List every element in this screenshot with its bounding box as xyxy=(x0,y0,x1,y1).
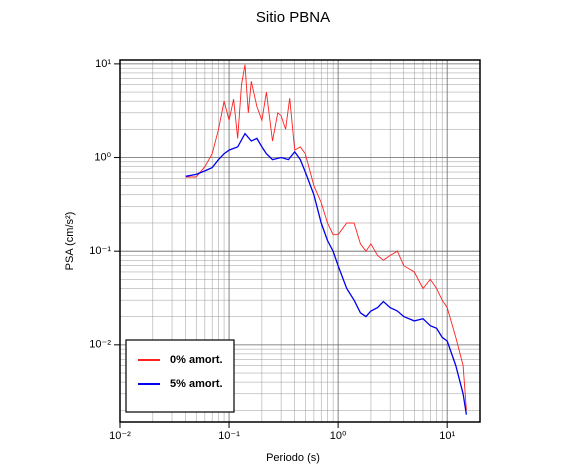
legend-label: 0% amort. xyxy=(170,354,223,366)
x-tick-label: 10⁰ xyxy=(330,430,347,442)
x-tick-label: 10⁻² xyxy=(109,430,131,442)
x-axis-label: Periodo (s) xyxy=(266,452,320,464)
series-line xyxy=(185,132,468,415)
chart-title: Sitio PBNA xyxy=(256,9,330,26)
plot-frame xyxy=(119,59,481,423)
x-tick-label: 10¹ xyxy=(439,430,455,442)
y-axis-label: PSA (cm/s²) xyxy=(64,212,76,271)
y-tick-label: 10⁻¹ xyxy=(89,245,111,257)
y-tick-label: 10¹ xyxy=(95,58,111,70)
y-tick-label: 10⁻² xyxy=(89,339,111,351)
x-tick-label: 10⁻¹ xyxy=(218,430,240,442)
series-line xyxy=(185,64,467,411)
legend-box xyxy=(125,339,235,413)
y-tick-label: 10⁰ xyxy=(94,151,111,163)
legend-label: 5% amort. xyxy=(170,378,223,390)
